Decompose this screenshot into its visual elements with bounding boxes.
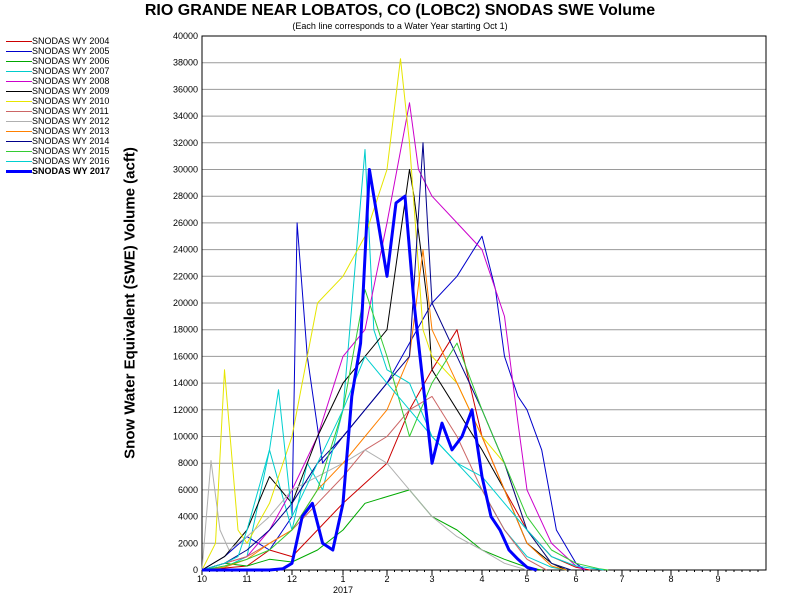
legend-swatch: [6, 151, 32, 152]
series-line: [202, 168, 538, 572]
y-tick-label: 8000: [178, 458, 198, 468]
y-tick-label: 2000: [178, 538, 198, 548]
legend: SNODAS WY 2004 SNODAS WY 2005 SNODAS WY 20…: [4, 36, 154, 176]
y-tick-label: 30000: [173, 165, 198, 175]
series-line: [201, 489, 542, 571]
legend-item: SNODAS WY 2015: [4, 146, 154, 156]
x-tick-label: 2: [384, 574, 389, 584]
legend-label: SNODAS WY 2016: [32, 156, 110, 166]
x-tick-label: 9: [715, 574, 720, 584]
x-tick-label: 1: [340, 574, 345, 584]
legend-swatch: [6, 141, 32, 142]
legend-item: SNODAS WY 2005: [4, 46, 154, 56]
legend-label: SNODAS WY 2007: [32, 66, 110, 76]
x-tick-label: 7: [619, 574, 624, 584]
y-tick-label: 0: [193, 565, 198, 575]
y-tick-label: 16000: [173, 351, 198, 361]
legend-label: SNODAS WY 2006: [32, 56, 110, 66]
legend-swatch: [6, 170, 32, 173]
legend-item: SNODAS WY 2004: [4, 36, 154, 46]
y-tick-label: 14000: [173, 378, 198, 388]
legend-label: SNODAS WY 2010: [32, 96, 110, 106]
y-tick-label: 4000: [178, 512, 198, 522]
legend-item: SNODAS WY 2013: [4, 126, 154, 136]
legend-swatch: [6, 111, 32, 112]
y-tick-label: 6000: [178, 485, 198, 495]
x-tick-label: 4: [479, 574, 484, 584]
legend-item: SNODAS WY 2007: [4, 66, 154, 76]
legend-swatch: [6, 131, 32, 132]
legend-item: SNODAS WY 2006: [4, 56, 154, 66]
legend-label: SNODAS WY 2009: [32, 86, 110, 96]
legend-swatch: [6, 91, 32, 92]
y-tick-label: 20000: [173, 298, 198, 308]
y-tick-label: 18000: [173, 325, 198, 335]
legend-item: SNODAS WY 2017: [4, 166, 154, 176]
legend-label: SNODAS WY 2008: [32, 76, 110, 86]
legend-item: SNODAS WY 2011: [4, 106, 154, 116]
legend-swatch: [6, 51, 32, 52]
chart-subtitle: (Each line corresponds to a Water Year s…: [292, 21, 508, 31]
legend-swatch: [6, 41, 32, 42]
legend-item: SNODAS WY 2008: [4, 76, 154, 86]
legend-item: SNODAS WY 2014: [4, 136, 154, 146]
legend-swatch: [6, 161, 32, 162]
y-tick-label: 32000: [173, 138, 198, 148]
legend-label: SNODAS WY 2017: [32, 166, 110, 176]
x-tick-label: 11: [242, 574, 251, 584]
series-line: [201, 142, 572, 571]
plot-border: [201, 35, 767, 571]
series-line: [201, 395, 547, 571]
year-label: 2017: [333, 585, 353, 595]
y-tick-label: 12000: [173, 405, 198, 415]
x-tick-label: 8: [668, 574, 673, 584]
series-line: [201, 222, 586, 571]
x-tick-label: 6: [573, 574, 578, 584]
legend-swatch: [6, 61, 32, 62]
legend-label: SNODAS WY 2011: [32, 106, 109, 116]
legend-item: SNODAS WY 2009: [4, 86, 154, 96]
legend-label: SNODAS WY 2013: [32, 126, 110, 136]
legend-label: SNODAS WY 2014: [32, 136, 110, 146]
series-line: [201, 289, 609, 571]
legend-label: SNODAS WY 2005: [32, 46, 110, 56]
legend-label: SNODAS WY 2012: [32, 116, 110, 126]
legend-swatch: [6, 121, 32, 122]
legend-item: SNODAS WY 2010: [4, 96, 154, 106]
y-tick-label: 10000: [173, 432, 198, 442]
x-tick-label: 12: [287, 574, 297, 584]
legend-item: SNODAS WY 2016: [4, 156, 154, 166]
chart-title: RIO GRANDE NEAR LOBATOS, CO (LOBC2) SNOD…: [144, 2, 656, 19]
series-line: [201, 102, 586, 571]
x-tick-label: 10: [197, 574, 207, 584]
legend-swatch: [6, 81, 32, 82]
x-tick-label: 5: [524, 574, 529, 584]
legend-label: SNODAS WY 2004: [32, 36, 110, 46]
y-tick-label: 34000: [173, 111, 198, 121]
y-tick-label: 26000: [173, 218, 198, 228]
legend-swatch: [6, 101, 32, 102]
y-tick-label: 24000: [173, 245, 198, 255]
x-tick-label: 3: [429, 574, 434, 584]
series-line: [201, 329, 590, 571]
series-line: [201, 58, 572, 571]
legend-item: SNODAS WY 2012: [4, 116, 154, 126]
legend-swatch: [6, 71, 32, 72]
series-line: [201, 249, 567, 571]
y-tick-label: 28000: [173, 191, 198, 201]
legend-label: SNODAS WY 2015: [32, 146, 110, 156]
series-line: [201, 355, 604, 571]
y-tick-label: 22000: [173, 271, 198, 281]
y-tick-label: 40000: [173, 31, 198, 41]
y-tick-label: 36000: [173, 84, 198, 94]
y-tick-label: 38000: [173, 58, 198, 68]
